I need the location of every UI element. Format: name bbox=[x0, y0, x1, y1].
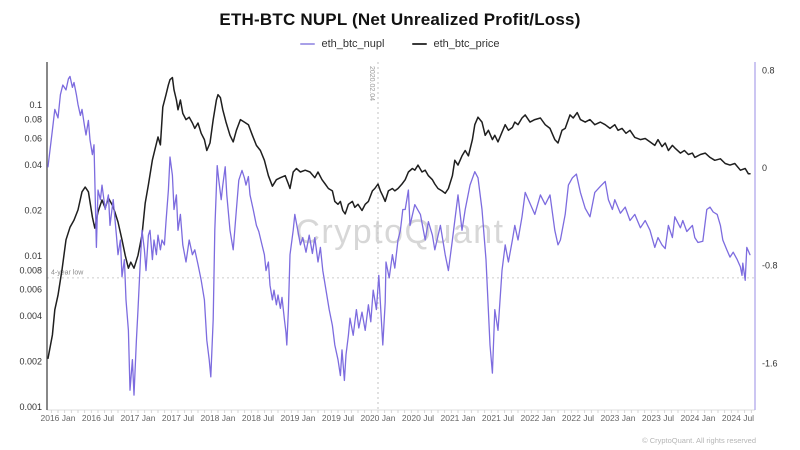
x-tick-label: 2016 Jul bbox=[82, 413, 114, 423]
left-tick-label: 0.01 bbox=[24, 251, 42, 261]
left-tick-label: 0.04 bbox=[24, 160, 42, 170]
x-tick-label: 2018 Jul bbox=[242, 413, 274, 423]
chart-legend: eth_btc_nupl eth_btc_price bbox=[0, 38, 800, 50]
x-tick-label: 2023 Jul bbox=[642, 413, 674, 423]
right-tick-label: -1.6 bbox=[762, 358, 778, 368]
left-tick-label: 0.002 bbox=[19, 357, 42, 367]
legend-label-price: eth_btc_price bbox=[433, 38, 500, 50]
watermark-text: CryptoQuant bbox=[295, 213, 504, 251]
x-tick-label: 2020 Jan bbox=[361, 413, 396, 423]
event-vline-label: 2020.02.04 bbox=[368, 66, 375, 101]
x-tick-label: 2024 Jul bbox=[722, 413, 754, 423]
legend-item-price[interactable]: eth_btc_price bbox=[412, 38, 500, 50]
x-tick-label: 2021 Jul bbox=[482, 413, 514, 423]
left-tick-label: 0.004 bbox=[19, 311, 42, 321]
left-tick-label: 0.001 bbox=[19, 402, 42, 412]
left-tick-label: 0.06 bbox=[24, 133, 42, 143]
right-tick-label: -0.8 bbox=[762, 261, 778, 271]
right-tick-label: 0 bbox=[762, 163, 767, 173]
x-tick-label: 2020 Jul bbox=[402, 413, 434, 423]
right-tick-label: 0.8 bbox=[762, 65, 775, 75]
x-tick-label: 2024 Jan bbox=[681, 413, 716, 423]
left-tick-label: 0.1 bbox=[29, 100, 42, 110]
x-tick-label: 2019 Jul bbox=[322, 413, 354, 423]
copyright-text: © CryptoQuant. All rights reserved bbox=[642, 436, 756, 445]
nupl-line-swatch bbox=[300, 43, 316, 45]
left-tick-label: 0.02 bbox=[24, 206, 42, 216]
series-line-eth_btc_nupl bbox=[47, 75, 751, 396]
chart-title: ETH-BTC NUPL (Net Unrealized Profit/Loss… bbox=[219, 10, 581, 29]
x-tick-label: 2017 Jul bbox=[162, 413, 194, 423]
x-tick-label: 2016 Jan bbox=[41, 413, 76, 423]
x-tick-label: 2018 Jan bbox=[201, 413, 236, 423]
x-tick-label: 2023 Jan bbox=[601, 413, 636, 423]
x-tick-label: 2019 Jan bbox=[281, 413, 316, 423]
left-tick-label: 0.008 bbox=[19, 266, 42, 276]
legend-item-nupl[interactable]: eth_btc_nupl bbox=[300, 38, 384, 50]
x-tick-label: 2021 Jan bbox=[441, 413, 476, 423]
four-year-low-label: 4-year low bbox=[51, 269, 84, 276]
left-tick-label: 0.006 bbox=[19, 284, 42, 294]
x-tick-label: 2017 Jan bbox=[121, 413, 156, 423]
legend-label-nupl: eth_btc_nupl bbox=[321, 38, 385, 50]
x-tick-label: 2022 Jul bbox=[562, 413, 594, 423]
x-tick-label: 2022 Jan bbox=[521, 413, 556, 423]
left-tick-label: 0.08 bbox=[24, 115, 42, 125]
price-line-swatch bbox=[412, 43, 428, 45]
series-line-eth_btc_price bbox=[47, 76, 751, 360]
